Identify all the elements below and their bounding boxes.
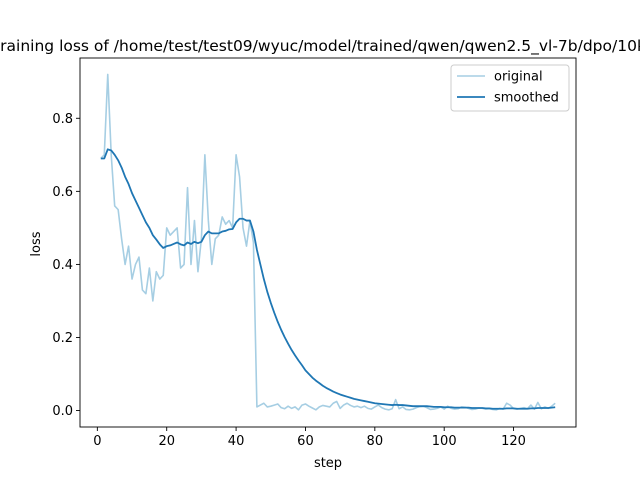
chart-title: training loss of /home/test/test09/wyuc/… xyxy=(0,37,640,56)
x-tick-label: 80 xyxy=(367,434,384,449)
y-tick-label: 0.2 xyxy=(52,331,73,346)
x-axis-label: step xyxy=(314,456,342,471)
x-tick-label: 100 xyxy=(432,434,457,449)
plot-area: 0 20 40 60 80 100 120 0.0 0.2 0.4 0.6 0.8 original sm… xyxy=(52,57,577,449)
y-tick-label: 0.6 xyxy=(52,185,73,200)
y-axis-label: loss xyxy=(29,231,44,256)
plot-frame xyxy=(79,57,577,428)
legend-label-original: original xyxy=(494,70,543,85)
x-tick-label: 20 xyxy=(158,434,175,449)
series-line-original xyxy=(100,73,556,411)
y-tick-label: 0.8 xyxy=(52,112,73,127)
x-tick-label: 0 xyxy=(93,434,101,449)
x-tick-label: 120 xyxy=(501,434,526,449)
x-tick-label: 60 xyxy=(297,434,314,449)
y-tick-label: 0.0 xyxy=(52,404,73,419)
x-tick-label: 40 xyxy=(228,434,245,449)
y-tick-label: 0.4 xyxy=(52,258,73,273)
series-line-smoothed xyxy=(100,148,556,410)
legend-label-smoothed: smoothed xyxy=(494,91,559,106)
